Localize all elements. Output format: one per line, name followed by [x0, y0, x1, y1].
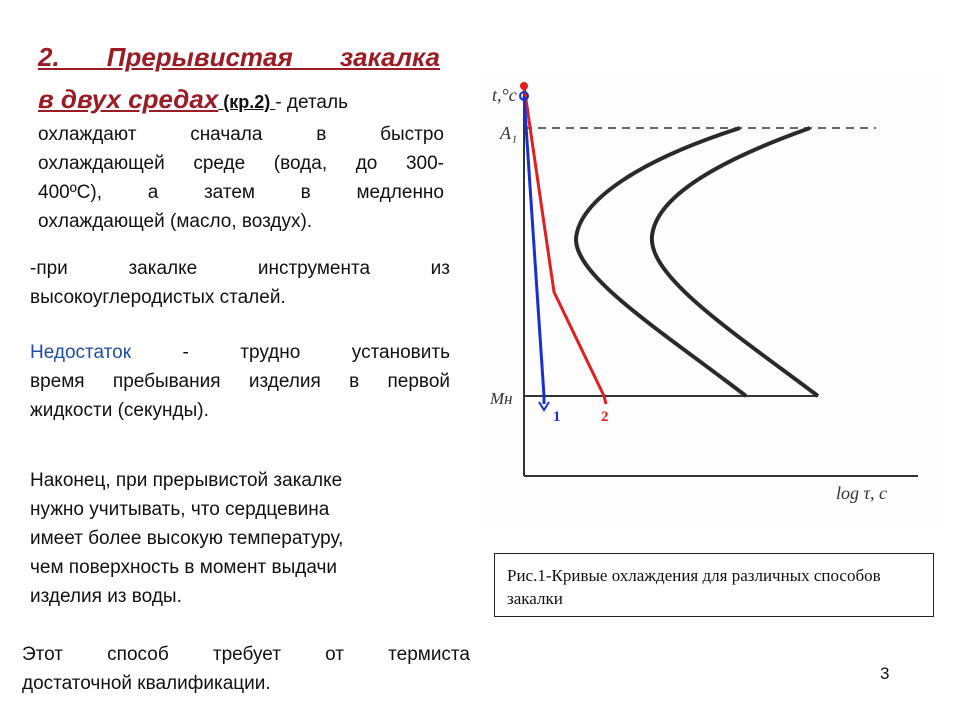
- heading-line1: 2. Прерывистая закалка: [38, 42, 440, 72]
- cooling-curve-1: [522, 95, 546, 404]
- core-line: чем поверхность в момент выдачи: [30, 557, 338, 578]
- figure-caption: Рис.1-Кривые охлаждения для различных сп…: [494, 553, 934, 617]
- c-curve-start: [573, 126, 748, 398]
- curve-1-label: 1: [553, 409, 561, 425]
- heading-title-part: в двух средах: [38, 84, 219, 114]
- cooling-curve-2: [522, 85, 608, 405]
- x-axis-label: log τ, c: [836, 483, 887, 503]
- heading-rest: - деталь: [275, 92, 348, 113]
- qualification-line: достаточной квалификации.: [22, 673, 271, 694]
- intro-paragraph: охлаждают сначала в быстро охлаждающей с…: [38, 120, 444, 236]
- drawback-paragraph: Недостаток - трудно установить время пре…: [30, 338, 450, 425]
- page-number: 3: [880, 664, 890, 683]
- core-line: нужно учитывать, что сердцевина: [30, 499, 330, 520]
- drawback-line: время пребывания изделия в первой: [30, 371, 450, 392]
- core-line: имеет более высокую температуру,: [30, 528, 344, 549]
- y-axis-label: t,°c: [492, 85, 517, 105]
- core-line: Наконец, при прерывистой закалке: [30, 470, 343, 491]
- qualification-paragraph: Этот способ требует от термиста достаточ…: [22, 640, 470, 698]
- drawback-label: Недостаток: [30, 342, 132, 363]
- intro-line: 400ºС), а затем в медленно: [38, 182, 444, 203]
- mh-label: Mн: [489, 389, 513, 408]
- intro-line: охлаждающей среде (вода, до 300-: [38, 153, 444, 174]
- tool-paragraph: -при закалке инструмента из высокоуглеро…: [30, 254, 450, 312]
- heading-line2: в двух средах (кр.2) - деталь: [38, 84, 444, 118]
- core-paragraph: Наконец, при прерывистой закалке нужно у…: [30, 466, 430, 611]
- drawback-line: жидкости (секунды).: [30, 400, 209, 421]
- curve-2-label: 2: [601, 409, 609, 425]
- a1-label: A₁: [499, 123, 517, 143]
- tool-line: высокоуглеродистых сталей.: [30, 287, 286, 308]
- heading-reference: (кр.2): [218, 92, 276, 112]
- curve-1-arrowhead: [538, 401, 550, 412]
- cooling-diagram-panel: [484, 70, 942, 530]
- tool-line: -при закалке инструмента из: [30, 258, 450, 279]
- core-line: изделия из воды.: [30, 586, 182, 607]
- curve-1-start-point: [519, 91, 529, 101]
- curve-2-start-point: [520, 82, 528, 90]
- drawback-text: - трудно установить: [131, 342, 450, 363]
- c-curve-finish: [649, 126, 820, 398]
- drawback-line: Недостаток - трудно установить: [30, 338, 450, 367]
- qualification-line: Этот способ требует от термиста: [22, 644, 470, 665]
- intro-line: охлаждающей (масло, воздух).: [38, 211, 313, 232]
- section-heading: 2. Прерывистая закалка: [38, 42, 440, 72]
- intro-line: охлаждают сначала в быстро: [38, 124, 444, 145]
